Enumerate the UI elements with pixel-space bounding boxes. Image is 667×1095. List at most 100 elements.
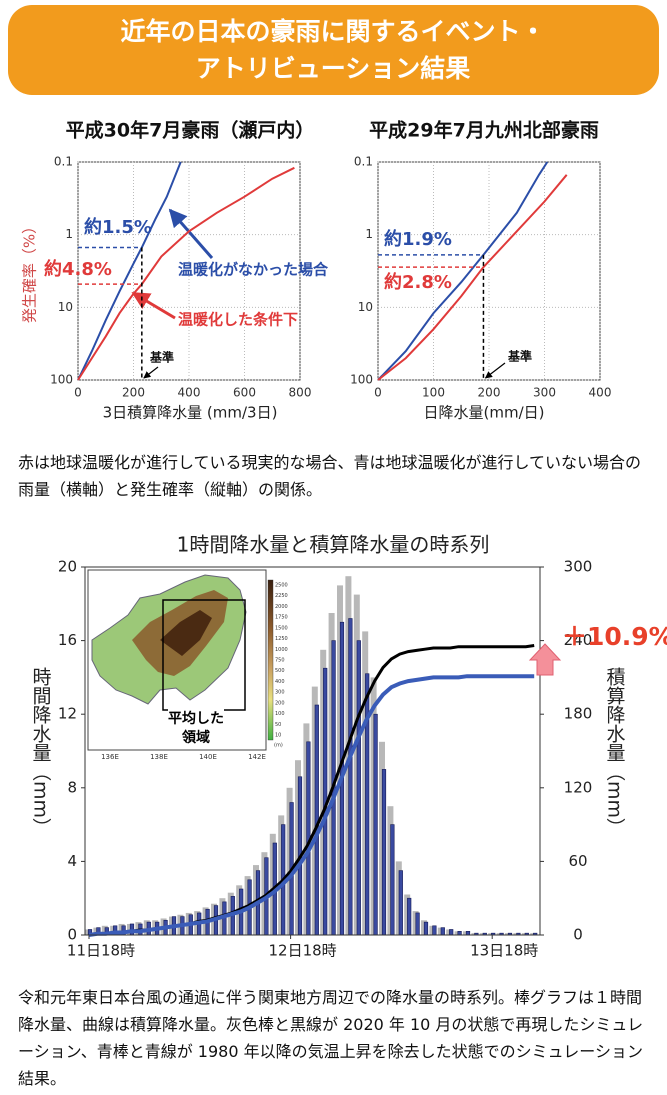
bar bbox=[348, 618, 353, 936]
chart-title: 平成29年7月九州北部豪雨 bbox=[369, 119, 599, 142]
colorbar-label: 750 bbox=[275, 658, 285, 664]
marker-label: 約4.8% bbox=[44, 258, 112, 280]
cumulative-line bbox=[88, 674, 535, 937]
colorbar-label: 10 bbox=[275, 733, 281, 739]
x-tick-label: 300 bbox=[533, 386, 556, 400]
series-label: 温暖化がなかった場合 bbox=[178, 261, 329, 279]
y-tick-label: 0.1 bbox=[354, 155, 373, 169]
y2-tick-label: 240 bbox=[564, 631, 593, 649]
colorbar-label: 400 bbox=[275, 679, 285, 685]
bar bbox=[390, 824, 395, 936]
y2-tick-label: 120 bbox=[564, 778, 593, 796]
colorbar-label: 2000 bbox=[275, 604, 288, 610]
colorbar-label: 300 bbox=[275, 690, 285, 696]
marker-label: 約2.8% bbox=[384, 271, 452, 293]
x-tick-label: 200 bbox=[122, 386, 145, 400]
annotation: ＋10.9% bbox=[562, 622, 667, 651]
chart-title: 1時間降水量と積算降水量の時系列 bbox=[177, 533, 490, 557]
header-banner bbox=[8, 5, 659, 95]
bar bbox=[465, 931, 471, 936]
label-arrow bbox=[168, 208, 214, 259]
y2-tick-label: 0 bbox=[573, 926, 583, 944]
bar bbox=[398, 870, 403, 936]
y2-tick-label: 60 bbox=[568, 852, 587, 870]
colorbar-label: 50 bbox=[275, 722, 281, 728]
colorbar-label: 200 bbox=[275, 700, 285, 706]
x-tick-label: 100 bbox=[422, 386, 445, 400]
lon-label: 136E bbox=[101, 753, 119, 761]
series-line bbox=[377, 161, 549, 381]
x-tick-label: 12日18時 bbox=[269, 942, 337, 960]
y-tick-label: 20 bbox=[58, 558, 77, 576]
bar bbox=[407, 897, 412, 936]
reference-arrow bbox=[143, 366, 159, 379]
x-tick-label: 11日18時 bbox=[67, 942, 135, 960]
highlands bbox=[160, 610, 212, 656]
y-tick-label: 100 bbox=[50, 373, 73, 387]
x-tick-label: 200 bbox=[478, 386, 501, 400]
x-tick-label: 400 bbox=[178, 386, 201, 400]
region-label: 平均した bbox=[168, 710, 224, 727]
bar bbox=[432, 925, 437, 936]
series-label: 温暖化した条件下 bbox=[178, 311, 298, 329]
bar bbox=[457, 931, 462, 936]
colorbar-label: 2250 bbox=[275, 593, 288, 599]
lon-label: 138E bbox=[150, 753, 168, 761]
colorbar-label: 500 bbox=[275, 668, 285, 674]
label-arrow bbox=[131, 291, 176, 320]
bar bbox=[373, 713, 378, 936]
y-tick-label: 10 bbox=[58, 300, 73, 314]
colorbar-label: 1250 bbox=[275, 636, 288, 642]
bar bbox=[440, 927, 445, 936]
chart-title: 平成30年7月豪雨（瀬戸内） bbox=[66, 119, 315, 142]
lon-label: 140E bbox=[199, 753, 217, 761]
y2-axis-label: 積算降水量（mm） bbox=[604, 667, 626, 837]
reference-label: 基準 bbox=[507, 349, 532, 364]
marker-label: 約1.9% bbox=[384, 228, 452, 250]
x-tick-label: 0 bbox=[374, 386, 382, 400]
region-label-bg bbox=[168, 709, 224, 747]
bar bbox=[423, 921, 429, 936]
reference-arrow bbox=[484, 362, 506, 379]
header-title: アトリビューション結果 bbox=[196, 54, 471, 83]
colorbar-label: 100 bbox=[275, 711, 285, 717]
bar bbox=[356, 640, 361, 936]
bar bbox=[415, 912, 420, 936]
y-tick-label: 8 bbox=[67, 778, 77, 796]
caption: 赤は地球温暖化が進行している現実的な場合、青は地球温暖化が進行していない場合の雨… bbox=[18, 453, 642, 499]
x-tick-label: 13日18時 bbox=[470, 942, 538, 960]
colorbar-label: 1750 bbox=[275, 615, 288, 621]
y-tick-label: 0 bbox=[67, 926, 77, 944]
y-tick-label: 12 bbox=[58, 705, 77, 723]
series-line bbox=[77, 161, 182, 381]
y-tick-label: 100 bbox=[350, 373, 373, 387]
x-tick-label: 400 bbox=[589, 386, 612, 400]
caption: 令和元年東日本台風の通過に伴う関東地方周辺での降水量の時系列。棒グラフは１時間降… bbox=[18, 988, 644, 1088]
increase-arrow bbox=[528, 643, 562, 676]
y-tick-label: 1 bbox=[365, 227, 373, 241]
reference-label: 基準 bbox=[149, 350, 174, 365]
colorbar-unit: (m) bbox=[274, 743, 283, 749]
y2-tick-label: 300 bbox=[564, 558, 593, 576]
x-axis-label: 日降水量(mm/日) bbox=[424, 404, 545, 422]
y-tick-label: 4 bbox=[67, 852, 77, 870]
colorbar bbox=[267, 579, 274, 741]
bar bbox=[381, 769, 387, 936]
x-tick-label: 800 bbox=[289, 386, 312, 400]
y-tick-label: 0.1 bbox=[54, 155, 73, 169]
colorbar-label: 2500 bbox=[275, 583, 288, 589]
x-tick-label: 0 bbox=[74, 386, 82, 400]
x-tick-label: 600 bbox=[233, 386, 256, 400]
y2-tick-label: 180 bbox=[564, 705, 593, 723]
series-line bbox=[77, 166, 295, 381]
colorbar-label: 1500 bbox=[275, 625, 288, 631]
y-axis-label: 発生確率（%） bbox=[21, 219, 39, 323]
lon-label: 142E bbox=[248, 753, 266, 761]
bar bbox=[449, 929, 454, 936]
header-title: 近年の日本の豪雨に関するイベント・ bbox=[120, 17, 545, 46]
y-tick-label: 16 bbox=[58, 631, 77, 649]
colorbar-label: 1000 bbox=[275, 647, 288, 653]
